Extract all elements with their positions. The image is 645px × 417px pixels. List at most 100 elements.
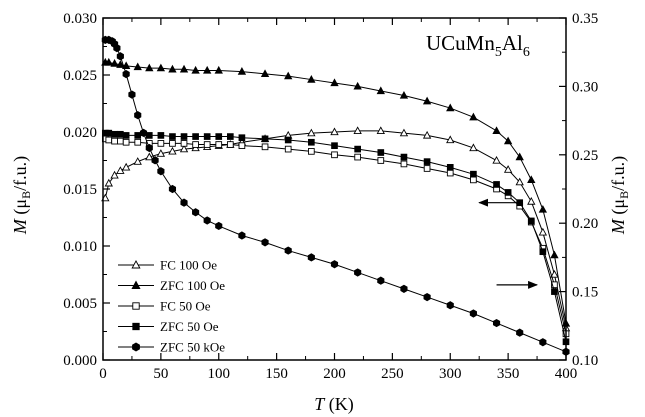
data-point	[399, 128, 409, 137]
data-point	[516, 328, 524, 337]
data-point	[446, 301, 454, 310]
data-point	[469, 143, 478, 152]
data-point	[330, 78, 339, 87]
legend-label: ZFC 50 kOe	[160, 340, 225, 355]
data-point	[550, 269, 559, 278]
data-point	[539, 248, 547, 256]
data-point	[117, 130, 124, 138]
data-point	[157, 132, 165, 139]
data-point	[551, 288, 558, 295]
data-point	[215, 141, 223, 148]
series-zfc-50-koe	[101, 35, 570, 356]
data-point	[400, 153, 408, 161]
data-point	[492, 318, 501, 328]
data-point	[284, 71, 293, 80]
y-right-tick-label: 0.30	[572, 79, 598, 95]
y-left-tick-label: 0.030	[63, 11, 97, 27]
data-layer	[101, 35, 571, 356]
data-point	[145, 132, 153, 139]
data-point	[377, 149, 385, 156]
data-point	[121, 61, 131, 70]
y-right-tick-label: 0.20	[572, 216, 598, 232]
data-point	[307, 253, 315, 262]
y-axis-title-right: M (μB/f.u.)	[608, 156, 631, 235]
compound-label: UCuMn5Al6	[426, 31, 530, 60]
data-point	[168, 64, 177, 73]
x-tick-label: 300	[439, 366, 462, 382]
legend-entry: ZFC 100 Oe	[118, 278, 225, 293]
data-point	[423, 158, 431, 165]
x-tick-label: 100	[208, 366, 231, 382]
y-left-tick-label: 0.015	[63, 182, 97, 198]
data-point	[377, 276, 385, 285]
data-point	[134, 132, 142, 139]
data-point	[331, 151, 338, 159]
data-point	[122, 132, 130, 139]
data-point	[446, 135, 455, 144]
data-point	[202, 65, 212, 74]
data-point	[238, 134, 246, 142]
data-point	[284, 246, 292, 255]
data-point	[180, 198, 188, 207]
data-point	[469, 309, 477, 318]
data-point	[422, 130, 432, 139]
data-point	[169, 140, 176, 147]
data-point	[284, 136, 292, 144]
data-point	[400, 284, 408, 293]
data-point	[330, 127, 339, 136]
data-point	[157, 167, 165, 176]
data-point	[111, 137, 118, 145]
data-point	[203, 133, 211, 140]
data-point	[226, 141, 234, 148]
data-point	[515, 177, 524, 186]
y-left-tick-label: 0.020	[63, 125, 97, 141]
legend-label: ZFC 50 Oe	[160, 319, 219, 334]
x-tick-label: 200	[323, 366, 346, 382]
data-point	[104, 57, 113, 66]
y-right-tick-label: 0.35	[572, 11, 598, 27]
data-point	[215, 133, 223, 140]
data-point	[139, 128, 148, 138]
data-point	[492, 155, 501, 164]
data-point	[446, 103, 455, 112]
x-tick-label: 400	[555, 366, 578, 382]
x-tick-label: 250	[381, 366, 404, 382]
data-point	[308, 148, 315, 155]
data-point	[214, 65, 223, 74]
data-point	[121, 162, 131, 171]
data-point	[116, 60, 125, 68]
data-point	[527, 175, 536, 184]
data-point	[261, 238, 269, 247]
y-left-tick-label: 0.000	[63, 353, 97, 369]
data-point	[203, 141, 211, 148]
y-right-tick-label: 0.10	[572, 353, 598, 369]
data-point	[504, 189, 512, 196]
data-point	[151, 156, 159, 165]
data-point	[260, 69, 270, 78]
data-point	[503, 136, 513, 145]
data-point	[470, 170, 477, 178]
data-point	[105, 129, 113, 137]
data-point	[145, 143, 153, 153]
data-point	[354, 268, 362, 277]
legend-marker	[131, 280, 141, 289]
x-tick-label: 150	[265, 366, 288, 382]
data-point	[377, 157, 385, 164]
data-point	[237, 67, 247, 75]
legend-marker	[132, 342, 140, 352]
data-point	[470, 176, 477, 184]
data-point	[400, 160, 408, 168]
data-point	[110, 59, 119, 67]
data-point	[354, 145, 361, 153]
data-point	[134, 111, 142, 120]
data-point	[192, 133, 199, 140]
data-point	[307, 75, 316, 83]
data-point	[122, 69, 130, 79]
data-point	[538, 227, 548, 236]
legend: FC 100 Oe ZFC 100 Oe FC 50 Oe ZFC 50 Oe ZFC …	[118, 258, 225, 355]
legend-entry: FC 100 Oe	[118, 258, 217, 273]
legend-entry: ZFC 50 kOe	[118, 340, 225, 355]
data-point	[104, 178, 113, 187]
data-point	[527, 196, 536, 205]
